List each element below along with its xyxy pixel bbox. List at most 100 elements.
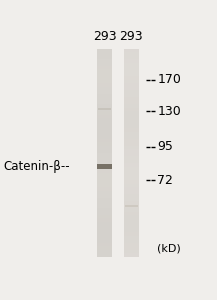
Bar xyxy=(124,212,138,215)
Bar xyxy=(124,76,138,80)
Bar xyxy=(97,243,112,246)
Bar xyxy=(97,198,112,201)
Bar xyxy=(97,164,112,169)
Bar xyxy=(124,173,138,177)
Bar xyxy=(97,70,112,73)
Bar xyxy=(97,239,112,243)
Text: Catenin-β--: Catenin-β-- xyxy=(3,160,70,173)
Bar xyxy=(97,80,112,83)
Bar xyxy=(97,156,112,160)
Bar xyxy=(124,191,138,194)
Bar xyxy=(124,59,138,63)
Bar xyxy=(124,94,138,97)
Bar xyxy=(97,215,112,218)
Bar xyxy=(124,187,138,191)
Bar xyxy=(97,187,112,191)
Bar xyxy=(97,205,112,208)
Bar xyxy=(97,167,112,170)
Bar xyxy=(97,212,112,215)
Bar xyxy=(124,239,138,243)
Bar xyxy=(97,118,112,122)
Bar xyxy=(124,142,138,146)
Bar xyxy=(124,87,138,90)
Bar xyxy=(124,222,138,225)
Bar xyxy=(124,229,138,232)
Bar xyxy=(97,111,112,115)
Bar xyxy=(124,156,138,160)
Bar xyxy=(97,218,112,222)
Bar xyxy=(97,63,112,66)
Bar xyxy=(124,118,138,122)
Bar xyxy=(124,149,138,153)
Bar xyxy=(97,194,112,198)
Bar xyxy=(97,170,112,173)
Bar xyxy=(124,208,138,212)
Bar xyxy=(97,246,112,250)
Bar xyxy=(124,128,138,132)
Text: 170: 170 xyxy=(158,74,181,86)
Bar xyxy=(124,115,138,118)
Bar xyxy=(97,90,112,94)
Bar xyxy=(124,80,138,83)
Bar xyxy=(97,135,112,139)
Bar xyxy=(97,125,112,128)
Bar xyxy=(97,201,112,205)
Bar xyxy=(97,225,112,229)
Bar xyxy=(97,229,112,232)
Bar xyxy=(124,52,138,56)
Bar xyxy=(97,76,112,80)
Bar xyxy=(124,83,138,87)
Bar xyxy=(124,70,138,73)
Text: 293: 293 xyxy=(120,30,143,44)
Bar xyxy=(97,108,112,111)
Bar xyxy=(124,101,138,104)
Bar xyxy=(124,66,138,70)
Bar xyxy=(124,111,138,115)
Bar xyxy=(97,115,112,118)
Bar xyxy=(97,236,112,239)
Bar xyxy=(97,101,112,104)
Bar xyxy=(97,142,112,146)
Bar xyxy=(97,94,112,97)
Bar xyxy=(124,253,138,256)
Bar xyxy=(124,90,138,94)
Bar xyxy=(97,56,112,59)
Bar xyxy=(97,153,112,156)
Bar xyxy=(124,108,138,111)
Text: 72: 72 xyxy=(158,174,173,187)
Bar xyxy=(124,160,138,163)
Bar xyxy=(125,205,138,207)
Bar xyxy=(124,167,138,170)
Bar xyxy=(124,236,138,239)
Bar xyxy=(97,66,112,70)
Text: 293: 293 xyxy=(93,30,116,44)
Text: 130: 130 xyxy=(158,105,181,118)
Bar xyxy=(124,225,138,229)
Bar xyxy=(124,56,138,59)
Bar xyxy=(97,87,112,90)
Bar xyxy=(98,108,111,110)
Bar xyxy=(97,122,112,125)
Bar xyxy=(124,132,138,135)
Bar xyxy=(97,180,112,184)
Bar xyxy=(124,49,138,256)
Bar xyxy=(97,232,112,236)
Bar xyxy=(124,49,138,52)
Bar xyxy=(124,205,138,208)
Bar xyxy=(124,250,138,253)
Bar xyxy=(97,173,112,177)
Bar xyxy=(97,222,112,225)
Bar xyxy=(124,122,138,125)
Bar xyxy=(97,128,112,132)
Bar xyxy=(124,63,138,66)
Bar xyxy=(124,139,138,142)
Bar xyxy=(124,153,138,156)
Bar xyxy=(97,149,112,153)
Bar xyxy=(97,59,112,63)
Bar xyxy=(124,246,138,250)
Bar xyxy=(124,146,138,149)
Bar xyxy=(97,208,112,212)
Bar xyxy=(97,191,112,194)
Bar xyxy=(97,83,112,87)
Bar xyxy=(124,198,138,201)
